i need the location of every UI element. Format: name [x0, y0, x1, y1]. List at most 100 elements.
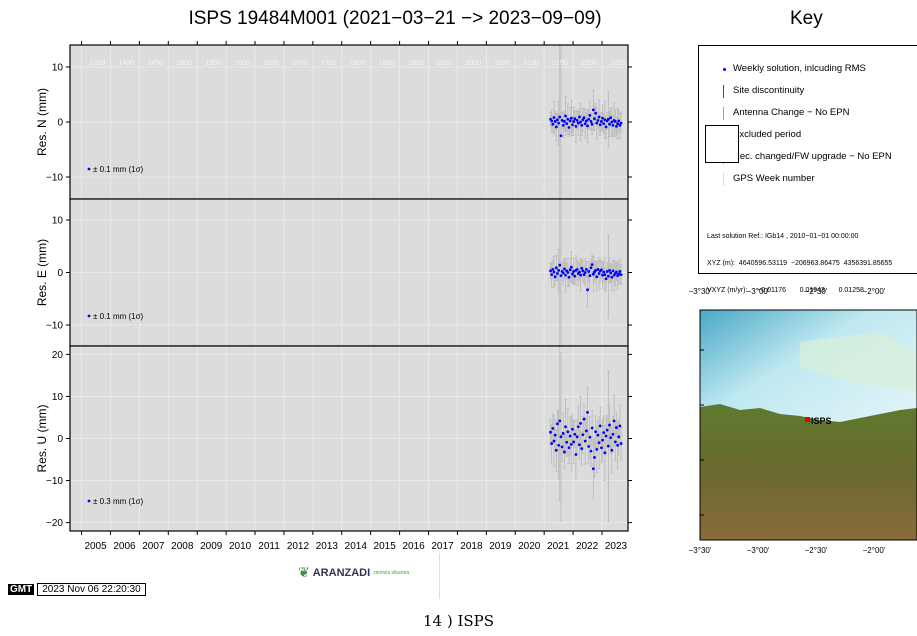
- gps-week-label: 2250: [610, 60, 626, 67]
- aranzadi-logo: ❦ ARANZADI zientzia elkartea: [298, 564, 409, 581]
- data-point: [609, 271, 613, 275]
- data-point: [608, 269, 611, 272]
- data-point: [596, 267, 600, 271]
- data-point: [572, 120, 576, 123]
- data-point: [560, 118, 564, 122]
- data-point: [582, 417, 586, 421]
- key-item: Weekly solution, inlcuding RMS: [699, 62, 917, 78]
- data-point: [582, 273, 586, 276]
- gps-week-label: 1350: [90, 60, 106, 67]
- key-item-label: Site discontinuity: [733, 85, 805, 96]
- data-point: [597, 272, 601, 275]
- rms-annotation: ± 0.1 mm (1σ): [93, 165, 144, 174]
- data-point: [596, 433, 600, 437]
- data-point: [601, 273, 604, 277]
- y-tick-label: 0: [57, 118, 63, 129]
- data-point: [561, 432, 565, 435]
- data-point: [569, 116, 573, 120]
- key-box: Weekly solution, inlcuding RMS Site disco…: [698, 45, 917, 294]
- data-point: [571, 272, 574, 276]
- data-point: [575, 435, 579, 439]
- data-point: [600, 446, 603, 450]
- data-point: [590, 426, 594, 430]
- data-point: [567, 275, 571, 279]
- x-tick-label: 2010: [229, 541, 252, 552]
- x-tick-label: 2006: [113, 541, 136, 552]
- map-lon-label-top: −3°00': [747, 287, 770, 296]
- x-tick-label: 2015: [374, 541, 397, 552]
- data-point: [591, 108, 595, 112]
- station-marker: [805, 417, 810, 422]
- data-point: [559, 134, 563, 138]
- data-point: [554, 125, 558, 129]
- data-point: [593, 456, 596, 459]
- data-point: [619, 273, 623, 276]
- data-point: [587, 445, 591, 448]
- data-point: [581, 118, 585, 122]
- data-point: [615, 426, 618, 429]
- y-tick-label: 10: [52, 63, 64, 74]
- data-point: [554, 266, 558, 270]
- data-point: [589, 120, 593, 123]
- data-point: [616, 122, 619, 126]
- data-point: [597, 115, 601, 119]
- data-point: [565, 122, 569, 126]
- key-solution-ref: Last solution Ref.: IGb14 , 2010−01−01 0…: [707, 233, 859, 240]
- data-point: [581, 269, 585, 273]
- data-point: [587, 270, 591, 273]
- timestamp-stamp: GMT 2023 Nov 06 22:20:30: [8, 583, 146, 596]
- key-item: Antenna Change − No EPN: [699, 106, 917, 122]
- data-point: [561, 271, 565, 275]
- data-point: [611, 123, 615, 127]
- data-point: [567, 126, 571, 129]
- orange-line-icon: [723, 107, 724, 120]
- y-tick-label: 0: [57, 434, 63, 445]
- x-tick-label: 2021: [547, 541, 570, 552]
- data-point: [568, 268, 572, 272]
- data-point: [573, 117, 577, 121]
- data-point: [588, 274, 592, 278]
- data-point: [557, 269, 561, 272]
- x-tick-label: 2008: [171, 541, 194, 552]
- gps-week-label: 2200: [581, 60, 597, 67]
- key-item: Site discontinuity: [699, 84, 917, 100]
- data-point: [556, 422, 559, 426]
- data-point: [574, 125, 578, 128]
- data-point: [603, 273, 607, 276]
- data-point: [569, 442, 573, 446]
- x-tick-label: 2023: [605, 541, 628, 552]
- data-point: [553, 275, 557, 279]
- data-point: [608, 122, 611, 126]
- data-point: [594, 111, 598, 115]
- data-point: [600, 120, 603, 123]
- data-point: [594, 269, 598, 272]
- data-point: [600, 268, 603, 272]
- timeseries-chart: −10 −10 0 0 10 10 Res. N (mm) ± 0.1 mm (1σ) −10 −…: [35, 41, 632, 552]
- data-point: [550, 119, 554, 123]
- key-item-label: Excluded period: [733, 129, 802, 140]
- data-point: [559, 274, 563, 278]
- data-point: [586, 411, 589, 414]
- data-point: [584, 429, 588, 433]
- data-point: [610, 120, 614, 124]
- data-point: [587, 117, 591, 121]
- data-point: [606, 117, 610, 121]
- gps-week-label: 1450: [148, 60, 164, 67]
- gps-week-label: 1850: [379, 60, 395, 67]
- rms-annotation: ± 0.3 mm (1σ): [93, 497, 144, 506]
- data-point: [588, 114, 592, 117]
- data-point: [583, 271, 587, 274]
- x-tick-label: 2022: [576, 541, 599, 552]
- annotation-point: [87, 167, 91, 171]
- gps-week-label: 1500: [176, 60, 192, 67]
- data-point: [618, 270, 622, 273]
- data-point: [550, 442, 554, 445]
- logo-name: ARANZADI: [312, 566, 371, 579]
- gps-week-label: 2150: [552, 60, 568, 67]
- map-lon-label-bottom: −2°00': [863, 546, 886, 555]
- data-point: [591, 272, 595, 276]
- gps-week-label: 1600: [234, 60, 250, 67]
- y-tick-label: −10: [46, 173, 63, 184]
- data-point: [609, 116, 613, 119]
- gmt-logo: GMT: [8, 584, 35, 595]
